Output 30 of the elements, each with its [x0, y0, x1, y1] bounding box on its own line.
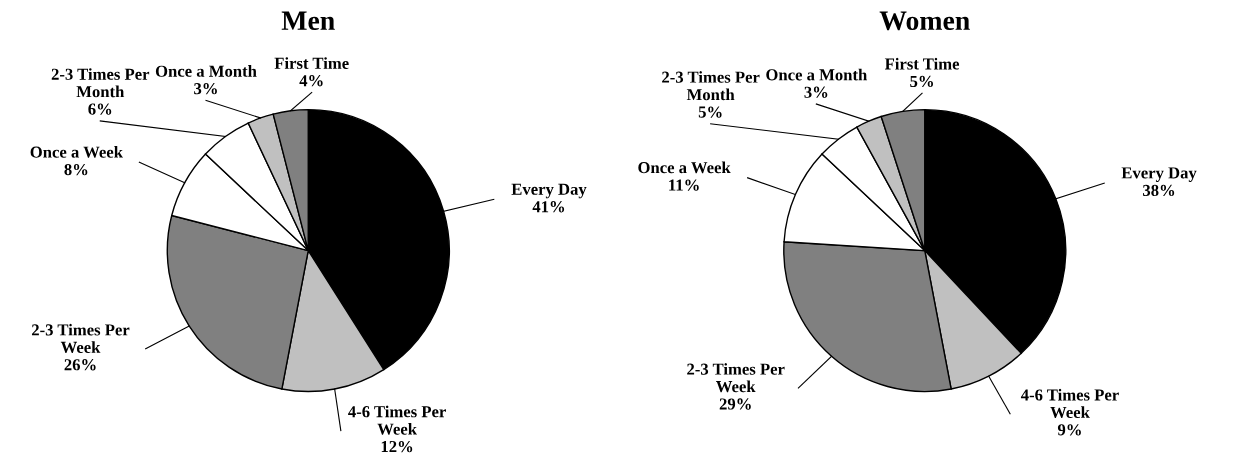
data-label: 29%	[719, 398, 751, 410]
slice-label: Once a Month	[766, 68, 868, 81]
data-label: 3%	[804, 86, 828, 98]
data-label: 3%	[194, 83, 217, 95]
slice-label: Once a Week	[638, 161, 731, 174]
data-label: 4%	[299, 75, 323, 87]
slice-label: First Time	[274, 57, 349, 69]
slice-label: Every Day	[511, 183, 587, 199]
slice-label: 4-6 Times Per Week	[1020, 388, 1119, 419]
slice-label: 2-3 Times Per Week	[687, 363, 785, 393]
data-label: 6%	[88, 103, 112, 115]
data-label: 41%	[532, 201, 565, 213]
data-label: 12%	[381, 440, 413, 453]
chart-title: Men	[281, 11, 335, 31]
slice-label: 4-6 Times Per Week	[348, 405, 446, 435]
slice-label: Once a Week	[30, 146, 123, 158]
data-label: 5%	[698, 106, 722, 118]
slice-label: First Time	[884, 57, 960, 70]
slice-label: 2-3 Times Per Month	[662, 71, 760, 101]
slice-label: Every Day	[1121, 167, 1197, 182]
chart-title: Women	[879, 11, 970, 31]
data-label: 5%	[910, 75, 934, 88]
slice-label: 2-3 Times Per Month	[51, 68, 150, 98]
slice-label: Once a Month	[155, 65, 257, 77]
slice-label: 2-3 Times Per Week	[31, 323, 130, 354]
data-label: 38%	[1143, 184, 1175, 197]
data-label: 11%	[669, 179, 699, 191]
data-label: 26%	[64, 359, 96, 371]
data-label: 9%	[1057, 424, 1081, 436]
data-label: 8%	[64, 163, 88, 176]
